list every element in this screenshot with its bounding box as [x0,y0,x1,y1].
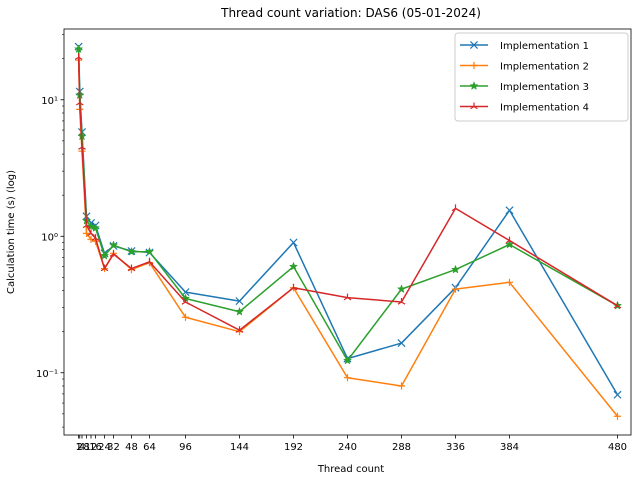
data-point [342,355,353,365]
y-tick-label: 10⁰ [41,232,58,243]
data-point [127,264,136,272]
x-tick-label: 12 [85,442,98,453]
data-point [181,297,190,305]
x-tick-label: 336 [446,442,465,453]
y-tick-label: 10⁻¹ [36,369,58,380]
legend-box [454,32,629,122]
legend: Implementation 1 Implementation 2 Implemen… [454,32,629,122]
data-point [87,229,95,237]
y-tick-label: 10¹ [41,96,58,107]
legend-label: Implementation 4 [500,103,589,114]
data-point [450,264,461,274]
legend-marker [470,61,478,70]
data-point [181,313,190,321]
data-point [397,382,406,390]
x-axis-label: Thread count [317,464,384,475]
x-tick-label: 4 [79,442,85,453]
data-point [144,246,155,256]
data-point [505,206,514,215]
data-point [82,221,91,229]
data-point [86,221,96,231]
data-point [82,229,91,237]
data-point [289,238,298,247]
x-tick-label: 2 [77,442,83,453]
data-point [613,301,622,309]
legend-marker [470,102,478,110]
data-point [451,285,460,293]
data-point [90,223,101,232]
x-tick-label: 64 [143,442,156,453]
data-point [613,390,622,399]
data-point [505,236,514,244]
data-point [108,240,119,250]
data-point [343,293,352,301]
data-point [109,250,118,257]
data-point [235,297,244,306]
x-tick-label: 96 [179,442,192,453]
legend-label: Implementation 3 [500,82,589,93]
data-point [451,204,460,212]
x-tick-label: 24 [98,442,111,453]
data-point [145,257,154,265]
legend-label: Implementation 2 [500,62,589,73]
series-4 [74,53,622,333]
x-tick-label: 192 [284,442,303,453]
data-point [99,250,110,260]
data-point [74,53,83,60]
data-point [289,283,298,291]
data-point [73,44,84,54]
data-point [235,326,244,333]
data-point [397,297,406,305]
data-point [75,98,84,106]
x-tick-label: 480 [608,442,627,453]
data-point [100,264,109,272]
data-point [234,306,245,316]
series-layer [73,42,623,420]
data-point [288,261,299,271]
data-point [78,143,86,150]
legend-label: Implementation 1 [500,41,589,52]
chart-title: Thread count variation: DAS6 (05-01-2024… [220,6,481,20]
plot-border [63,28,632,436]
y-axis-label: Calculation time (s) (log) [6,170,17,294]
x-tick-label: 288 [392,442,411,453]
x-tick-label: 384 [500,442,519,453]
legend-item: Implementation 1 [460,40,589,52]
data-point [613,412,622,420]
data-point [126,246,137,256]
data-point [397,339,406,348]
x-tick-label: 144 [230,442,249,453]
legend-item: Implementation 2 [460,62,589,73]
x-tick-label: 32 [107,442,120,453]
x-tick-label: 48 [125,442,138,453]
legend-marker [469,81,479,90]
data-point [396,284,407,294]
legend-item: Implementation 4 [460,102,589,114]
data-point [91,234,100,241]
x-tick-label: 240 [338,442,357,453]
data-point [343,374,352,382]
x-tick-label: 1 [75,442,81,453]
x-tick-label: 16 [89,442,102,453]
legend-marker [469,40,479,50]
data-point [505,278,514,286]
series-line [77,57,618,331]
x-tick-label: 8 [83,442,89,453]
legend-item: Implementation 3 [460,81,589,93]
